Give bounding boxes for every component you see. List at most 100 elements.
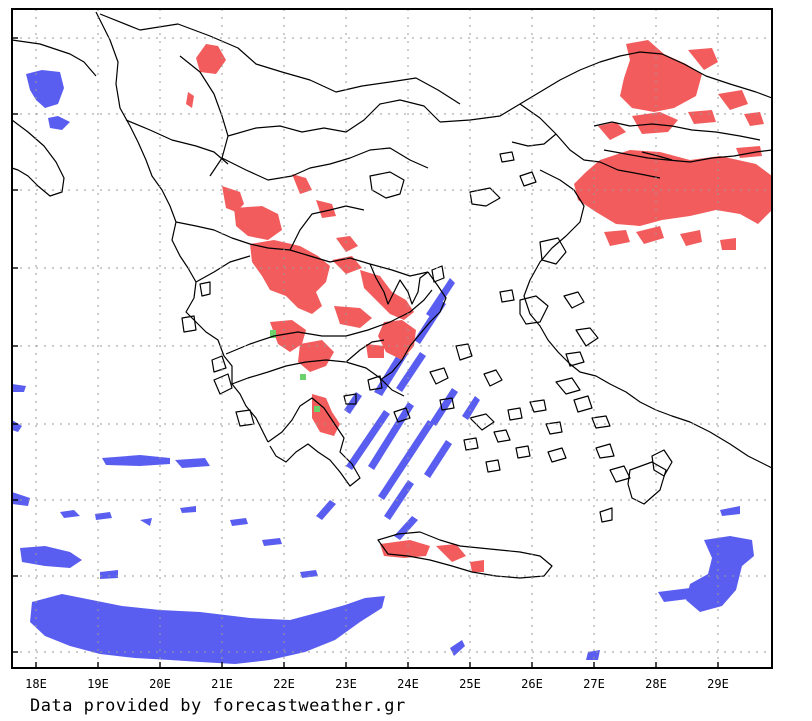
precip-streak <box>384 480 414 520</box>
coastline <box>599 161 661 179</box>
precip-area <box>720 506 740 516</box>
longitude-label: 28E <box>645 677 667 691</box>
precip-area <box>230 518 248 526</box>
coastline <box>593 121 761 141</box>
precip-area <box>100 570 118 579</box>
island <box>627 461 667 505</box>
precip-streak <box>430 388 458 426</box>
coastline <box>379 271 447 381</box>
longitude-label: 21E <box>211 677 233 691</box>
precip-area <box>366 344 384 358</box>
precip-area <box>574 150 772 226</box>
island <box>393 407 411 423</box>
island <box>213 373 233 395</box>
data-credit: Data provided by forecastweather.gr <box>30 696 406 716</box>
island <box>429 367 449 385</box>
precip-area <box>12 384 26 392</box>
island <box>507 407 523 421</box>
precip-area <box>380 540 430 558</box>
precip-area <box>222 186 244 212</box>
island <box>181 315 197 333</box>
coastline <box>369 263 429 305</box>
precip-streak <box>396 352 426 392</box>
island <box>469 413 495 431</box>
island <box>431 265 445 283</box>
island <box>499 151 515 163</box>
precip-streak <box>346 410 390 470</box>
precip-area <box>632 112 678 134</box>
island <box>493 429 511 443</box>
island <box>367 375 383 391</box>
island <box>545 421 563 435</box>
precip-streak <box>378 420 434 500</box>
island <box>555 377 581 395</box>
precip-area <box>718 90 748 110</box>
coastline <box>225 289 433 355</box>
island <box>575 327 599 347</box>
border <box>125 119 229 165</box>
precip-area <box>298 340 334 372</box>
precip-area <box>620 40 702 112</box>
longitude-label: 18E <box>25 677 47 691</box>
island <box>483 369 503 387</box>
precip-area <box>334 306 372 328</box>
island <box>563 291 585 309</box>
precip-area <box>292 174 312 194</box>
island <box>463 437 479 451</box>
precip-area <box>250 240 330 314</box>
island <box>199 281 211 297</box>
precip-area <box>636 226 664 244</box>
precip-area <box>360 270 414 320</box>
lat-lon-grid <box>12 9 772 668</box>
longitude-label: 22E <box>273 677 295 691</box>
island <box>439 397 455 411</box>
longitude-label: 19E <box>87 677 109 691</box>
coastline <box>11 119 65 197</box>
precip-area <box>196 44 226 74</box>
precip-area <box>680 230 702 246</box>
precip-streak <box>344 392 362 414</box>
border <box>289 205 365 251</box>
coastline <box>519 103 601 163</box>
island <box>211 355 227 373</box>
precip-area <box>720 238 736 250</box>
precip-area <box>270 320 306 352</box>
precip-area <box>604 230 630 246</box>
island <box>591 415 611 429</box>
precip-area <box>686 536 754 612</box>
precip-area <box>316 200 336 218</box>
border <box>99 13 461 105</box>
island <box>343 393 357 405</box>
precip-area <box>30 594 385 664</box>
island <box>485 459 501 473</box>
precip-area <box>436 544 466 562</box>
precip-area <box>60 510 80 518</box>
coastline <box>511 133 557 147</box>
island <box>499 289 515 303</box>
precip-area <box>658 588 696 602</box>
precip-streak <box>426 278 455 318</box>
coastline <box>267 397 361 487</box>
coastline <box>603 149 773 163</box>
longitude-label: 20E <box>149 677 171 691</box>
precip-area <box>48 116 70 130</box>
island <box>547 447 567 463</box>
island <box>377 531 553 579</box>
island <box>609 465 631 483</box>
island <box>539 237 567 265</box>
precip-streak <box>316 500 336 520</box>
precip-area <box>598 122 626 140</box>
coastline <box>439 51 773 123</box>
coastline <box>231 359 405 397</box>
precip-area <box>12 492 30 506</box>
precip-area <box>262 538 282 546</box>
longitude-label: 23E <box>335 677 357 691</box>
island <box>529 399 547 413</box>
precip-area <box>186 92 194 108</box>
precip-area <box>175 458 210 468</box>
border <box>175 221 429 277</box>
precip-area <box>300 570 318 578</box>
island <box>573 395 593 413</box>
island <box>469 187 501 207</box>
